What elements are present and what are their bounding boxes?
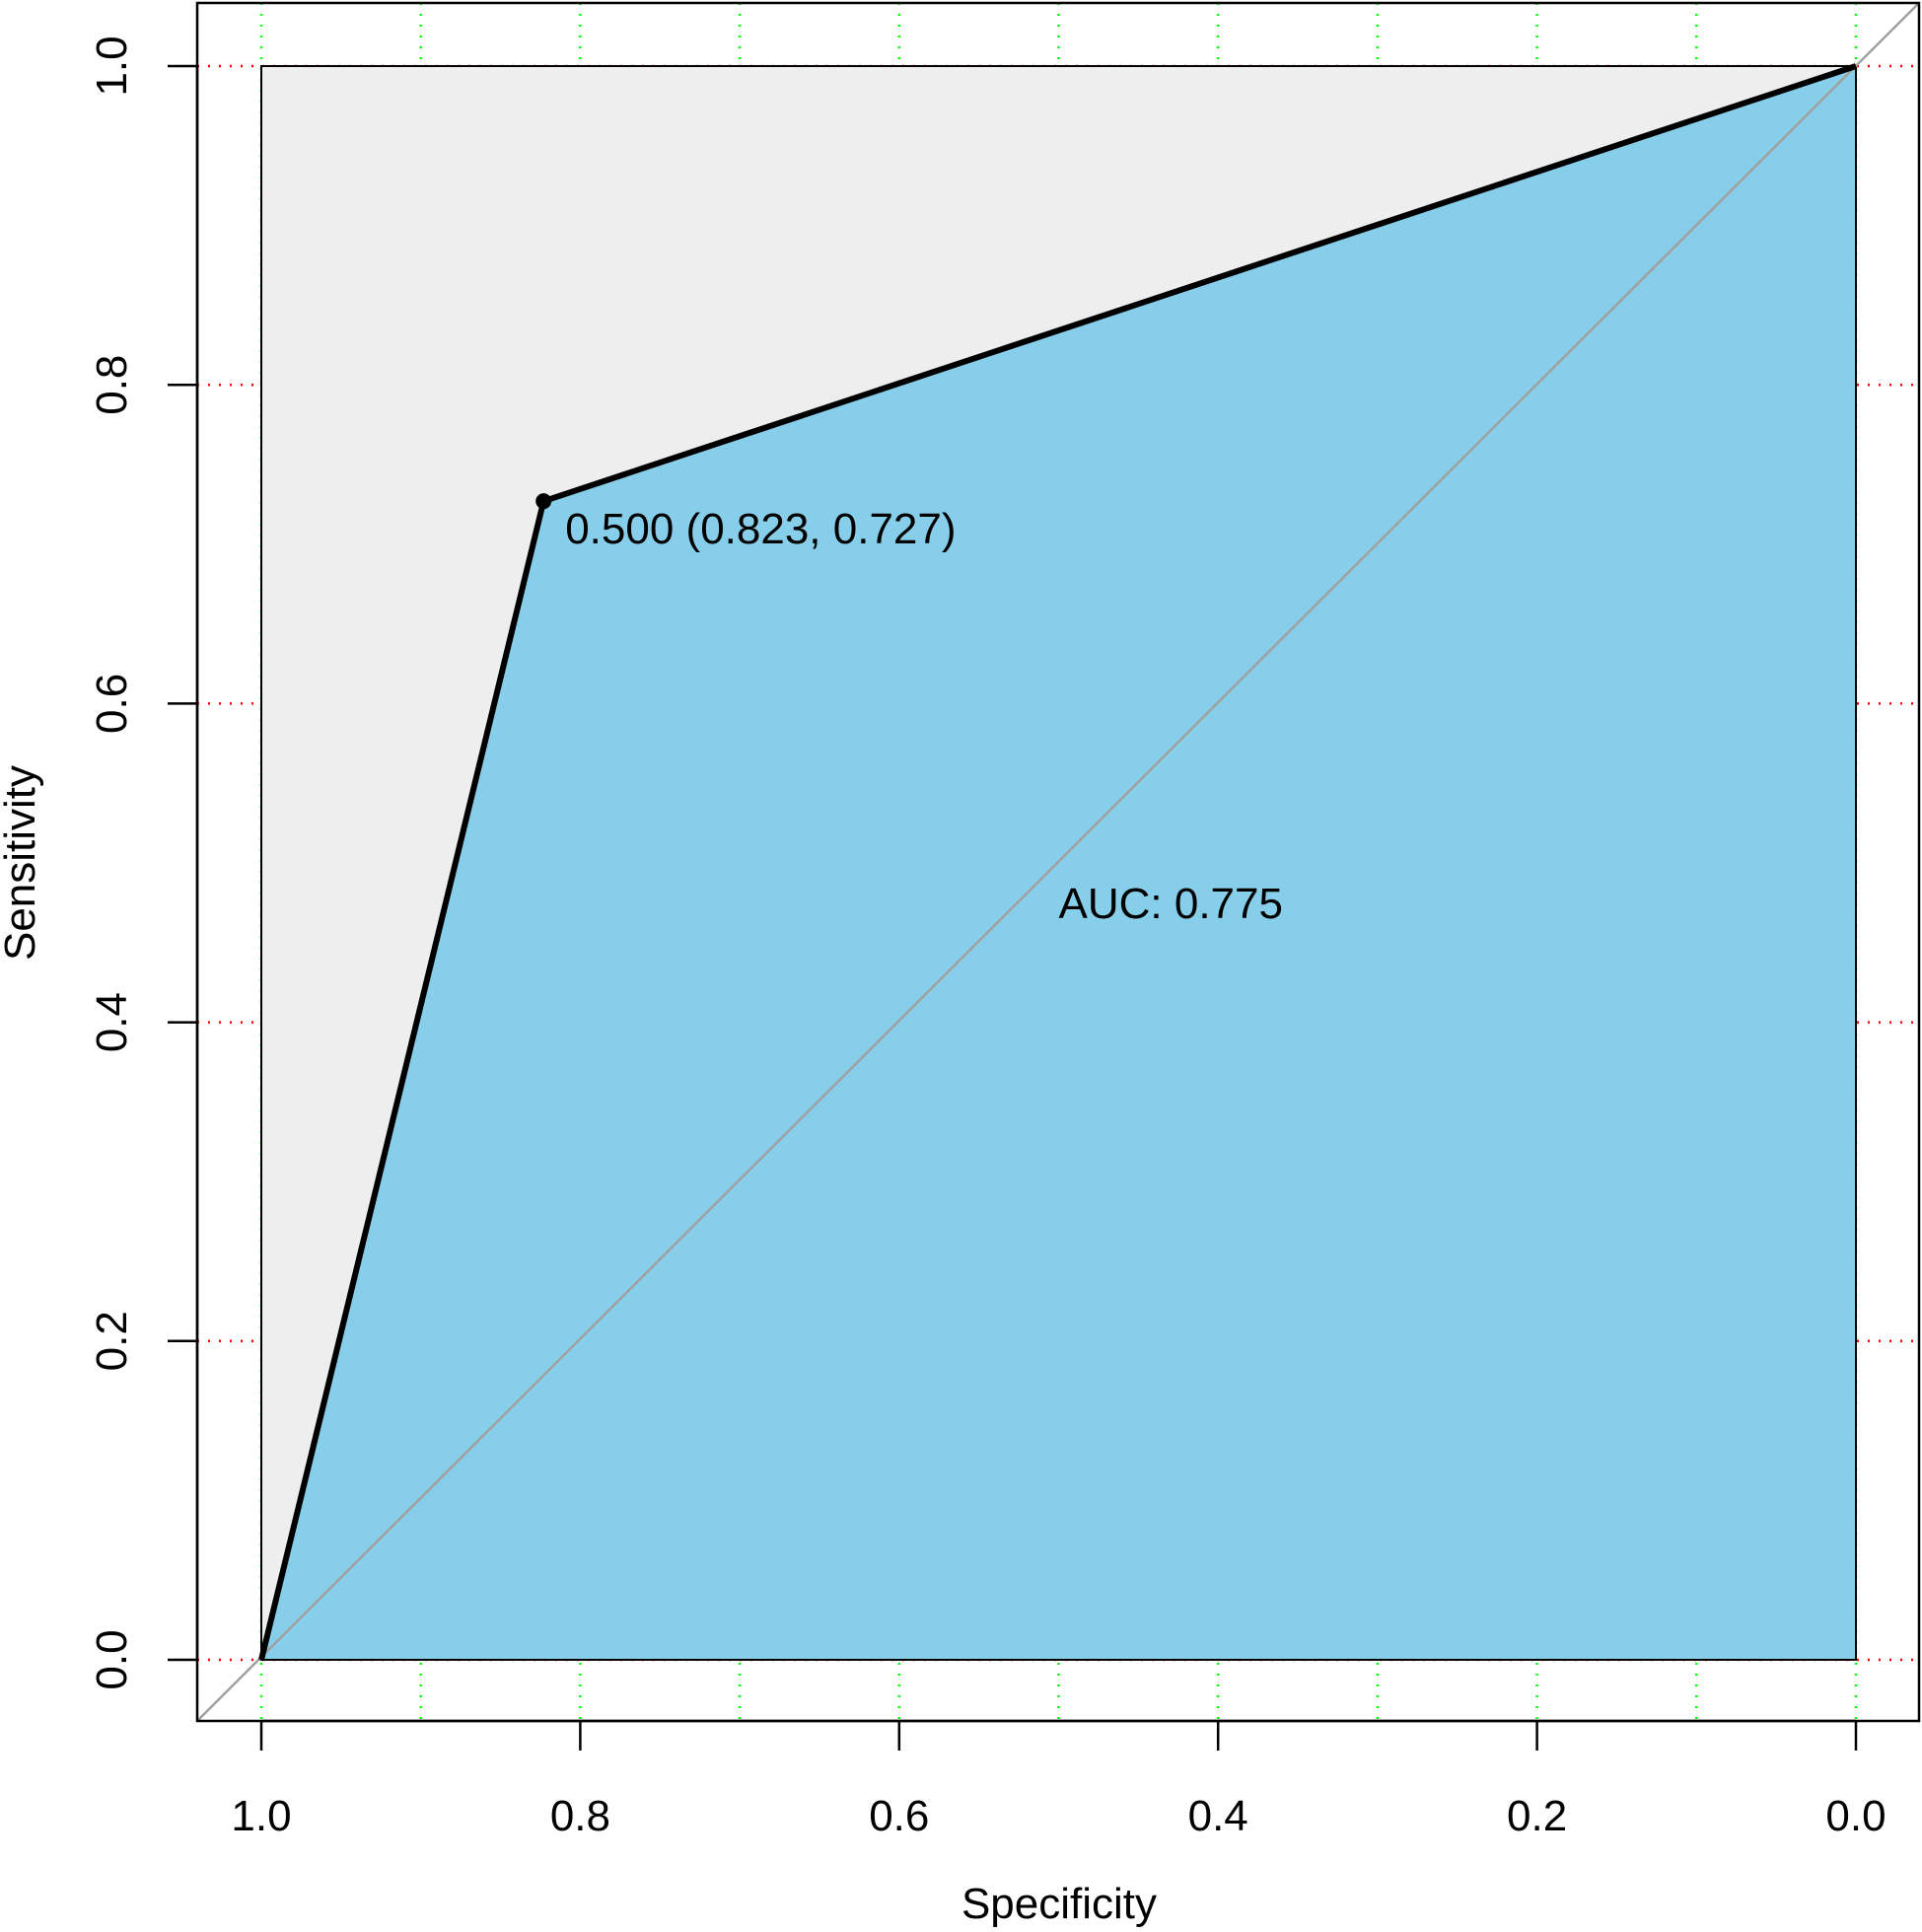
x-tick-label-2: 0.6 <box>869 1792 929 1840</box>
curve-layer <box>258 63 1857 1661</box>
x-tick-label-5: 0.0 <box>1825 1792 1886 1840</box>
y-tick-label-3: 0.6 <box>88 674 136 734</box>
y-tick-label-1: 0.2 <box>88 1311 136 1371</box>
threshold-point <box>535 493 552 510</box>
y-tick-label-4: 0.8 <box>88 355 136 415</box>
grid-over-fill <box>196 2 1920 1722</box>
diagonal-reference-line <box>196 2 1920 1722</box>
y-axis-label: Sensitivity <box>0 765 44 961</box>
threshold-point-label: 0.500 (0.823, 0.727) <box>565 505 956 553</box>
x-tick-label-3: 0.4 <box>1188 1792 1248 1840</box>
y-tick-label-2: 0.4 <box>88 992 136 1052</box>
x-tick-label-1: 0.8 <box>550 1792 610 1840</box>
y-tick-label-0: 0.0 <box>88 1629 136 1689</box>
x-tick-label-0: 1.0 <box>231 1792 291 1840</box>
x-axis-label: Specificity <box>961 1880 1157 1928</box>
frame-layer <box>168 1 1921 1751</box>
x-tick-label-4: 0.2 <box>1507 1792 1567 1840</box>
y-tick-label-5: 1.0 <box>88 36 136 96</box>
auc-label: AUC: 0.775 <box>1059 880 1283 928</box>
